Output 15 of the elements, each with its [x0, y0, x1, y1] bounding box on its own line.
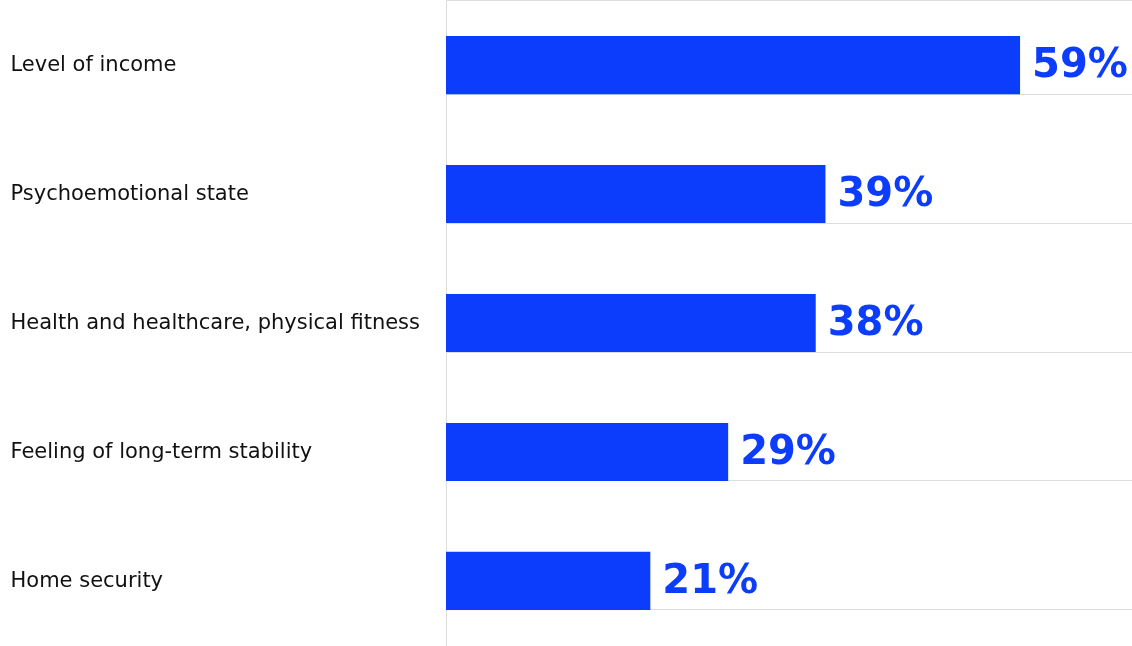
data-label: 21%	[662, 555, 759, 602]
bar	[446, 422, 729, 481]
data-label: 38%	[827, 298, 924, 344]
data-label: 29%	[740, 426, 836, 473]
data-label: 59%	[1032, 40, 1128, 87]
bar	[446, 293, 816, 353]
bar	[446, 551, 651, 610]
data-label: 39%	[837, 169, 934, 216]
bar	[446, 165, 826, 224]
y-tick-label: Health and healthcare, physical fitness	[10, 310, 420, 334]
y-tick-label: Home security	[10, 567, 164, 592]
y-tick-label: Psychoemotional state	[10, 181, 249, 206]
y-tick-label: Level of income	[10, 52, 177, 77]
bar	[446, 36, 1021, 95]
y-tick-label: Feeling of long-term stability	[10, 438, 313, 463]
